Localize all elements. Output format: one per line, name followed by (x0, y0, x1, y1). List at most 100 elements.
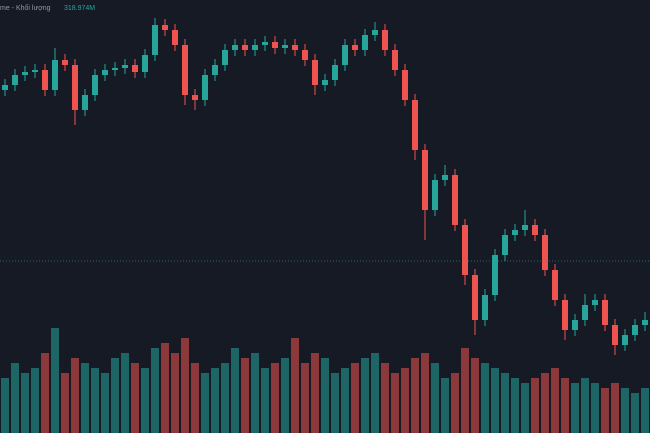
volume-bar (121, 353, 129, 433)
candle-body (412, 100, 418, 150)
volume-bar (381, 363, 389, 433)
volume-bar (361, 358, 369, 433)
candle-body (12, 75, 18, 85)
candle-body (592, 300, 598, 305)
candle-body (312, 60, 318, 85)
candle-body (322, 80, 328, 85)
candle-body (602, 300, 608, 325)
volume-bar (301, 363, 309, 433)
volume-bar (441, 378, 449, 433)
volume-bar (461, 348, 469, 433)
volume-bar (201, 373, 209, 433)
volume-bar (561, 378, 569, 433)
candle-body (392, 50, 398, 70)
volume-bar (611, 383, 619, 433)
candle-body (282, 45, 288, 48)
candle-body (642, 320, 648, 325)
candle-body (352, 45, 358, 50)
volume-bar (271, 363, 279, 433)
volume-bar (401, 368, 409, 433)
volume-bar (161, 343, 169, 433)
candle-body (102, 70, 108, 75)
volume-bar (181, 338, 189, 433)
volume-bar (221, 363, 229, 433)
candle-body (152, 25, 158, 55)
candle-body (362, 35, 368, 50)
volume-bar (261, 368, 269, 433)
candle-body (572, 320, 578, 330)
candle-body (542, 235, 548, 270)
volume-bar (61, 373, 69, 433)
candle-body (22, 72, 28, 75)
volume-bar (101, 373, 109, 433)
volume-bar (501, 373, 509, 433)
volume-bar (571, 383, 579, 433)
volume-bar (371, 353, 379, 433)
volume-bar (601, 388, 609, 433)
volume-bar (581, 378, 589, 433)
candle-body (82, 95, 88, 110)
candle-body (272, 42, 278, 48)
volume-bar (631, 393, 639, 433)
candle-body (382, 30, 388, 50)
candle-body (112, 68, 118, 70)
volume-bar (621, 388, 629, 433)
volume-bar (21, 373, 29, 433)
candle-body (552, 270, 558, 300)
candle-body (522, 225, 528, 230)
volume-bar (31, 368, 39, 433)
candle-body (432, 180, 438, 210)
candle-body (612, 325, 618, 345)
volume-bar (541, 373, 549, 433)
volume-value: 318.974M (64, 5, 95, 12)
volume-bar (81, 363, 89, 433)
candle-body (192, 95, 198, 100)
candle-body (232, 45, 238, 50)
candle-body (462, 225, 468, 275)
volume-bar (251, 353, 259, 433)
volume-bar (11, 363, 19, 433)
volume-bar (321, 358, 329, 433)
candle-body (372, 30, 378, 35)
candle-body (452, 175, 458, 225)
candle-body (142, 55, 148, 72)
volume-bar (171, 353, 179, 433)
volume-bar (131, 363, 139, 433)
candle-body (242, 45, 248, 50)
volume-bar (71, 358, 79, 433)
volume-bar (641, 388, 649, 433)
volume-title: me - Khối lượng (0, 3, 51, 12)
candle-body (332, 65, 338, 80)
candle-body (622, 335, 628, 345)
volume-bar (111, 358, 119, 433)
candle-body (292, 45, 298, 50)
volume-bar (231, 348, 239, 433)
volume-bar (421, 353, 429, 433)
volume-bar (331, 373, 339, 433)
candle-body (252, 45, 258, 50)
candle-body (502, 235, 508, 255)
volume-bar (291, 338, 299, 433)
candle-body (562, 300, 568, 330)
volume-bar (591, 383, 599, 433)
volume-bar (481, 363, 489, 433)
volume-bar (511, 378, 519, 433)
volume-bar (431, 363, 439, 433)
candle-body (122, 65, 128, 68)
candle-body (132, 65, 138, 72)
candle-body (42, 70, 48, 90)
candle-body (422, 150, 428, 210)
candle-body (72, 65, 78, 110)
volume-bar (411, 358, 419, 433)
volume-bar (41, 353, 49, 433)
volume-bar (211, 368, 219, 433)
candle-body (262, 42, 268, 45)
volume-bar (141, 368, 149, 433)
volume-bar (91, 368, 99, 433)
volume-bar (451, 373, 459, 433)
candle-body (492, 255, 498, 295)
volume-bar (341, 368, 349, 433)
volume-bar (521, 383, 529, 433)
